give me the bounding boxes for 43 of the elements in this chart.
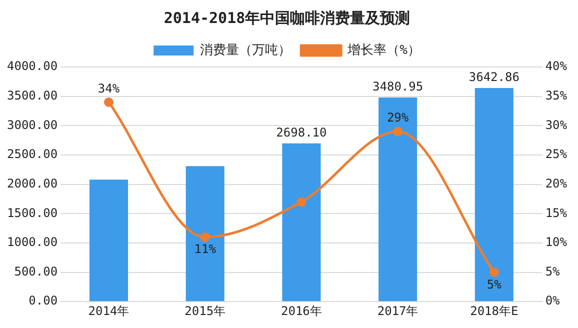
y-tick-label: 3500.00 bbox=[6, 88, 58, 102]
y-tick-label: 2000.00 bbox=[6, 176, 58, 190]
bar bbox=[282, 143, 321, 302]
bar bbox=[474, 88, 514, 302]
legend-label: 消费量（万吨） bbox=[200, 42, 292, 58]
y2-tick-label: 35% bbox=[545, 88, 568, 102]
point bbox=[296, 197, 306, 207]
y-tick-label: 3000.00 bbox=[6, 118, 58, 132]
data-label: 3480.95 bbox=[372, 80, 424, 94]
data-label: 29% bbox=[386, 110, 410, 125]
y2-tick-label: 20% bbox=[545, 176, 568, 190]
point bbox=[393, 126, 403, 136]
data-label: 3642.86 bbox=[468, 70, 520, 84]
x-tick-label: 2014年 bbox=[88, 304, 130, 318]
point bbox=[104, 97, 114, 107]
legend-label: 增长率（%） bbox=[346, 42, 420, 58]
y2-tick-label: 0% bbox=[545, 294, 561, 308]
y2-tick-label: 5% bbox=[545, 264, 561, 278]
y-tick-label: 2500.00 bbox=[6, 147, 58, 162]
y2-tick-label: 40% bbox=[545, 59, 568, 74]
chart-title: 2014-2018年中国咖啡消费量及预测 bbox=[164, 8, 410, 27]
x-tick-label: 2016年 bbox=[280, 304, 322, 318]
bar bbox=[378, 97, 418, 302]
y2-tick-label: 30% bbox=[545, 118, 568, 132]
point bbox=[200, 232, 210, 242]
y2-tick-label: 10% bbox=[545, 235, 568, 250]
data-label: 34% bbox=[98, 81, 120, 96]
y-tick-label: 500.00 bbox=[14, 264, 58, 278]
data-label: 5% bbox=[486, 277, 502, 292]
y2-tick-label: 15% bbox=[545, 206, 568, 220]
y-tick-label: 4000.00 bbox=[6, 59, 58, 74]
x-tick-label: 2018年E bbox=[470, 304, 518, 318]
point bbox=[489, 268, 499, 278]
data-label: 11% bbox=[194, 242, 217, 256]
y2-tick-label: 25% bbox=[545, 147, 568, 162]
y-tick-label: 1000.00 bbox=[6, 235, 58, 250]
bar bbox=[186, 166, 224, 302]
y-tick-label: 1500.00 bbox=[6, 206, 58, 220]
data-label: 2698.10 bbox=[276, 125, 327, 140]
x-tick-label: 2015年 bbox=[184, 304, 226, 318]
y-tick-label: 0.00 bbox=[28, 294, 58, 308]
bar bbox=[89, 180, 128, 302]
x-tick-label: 2017年 bbox=[377, 304, 418, 318]
